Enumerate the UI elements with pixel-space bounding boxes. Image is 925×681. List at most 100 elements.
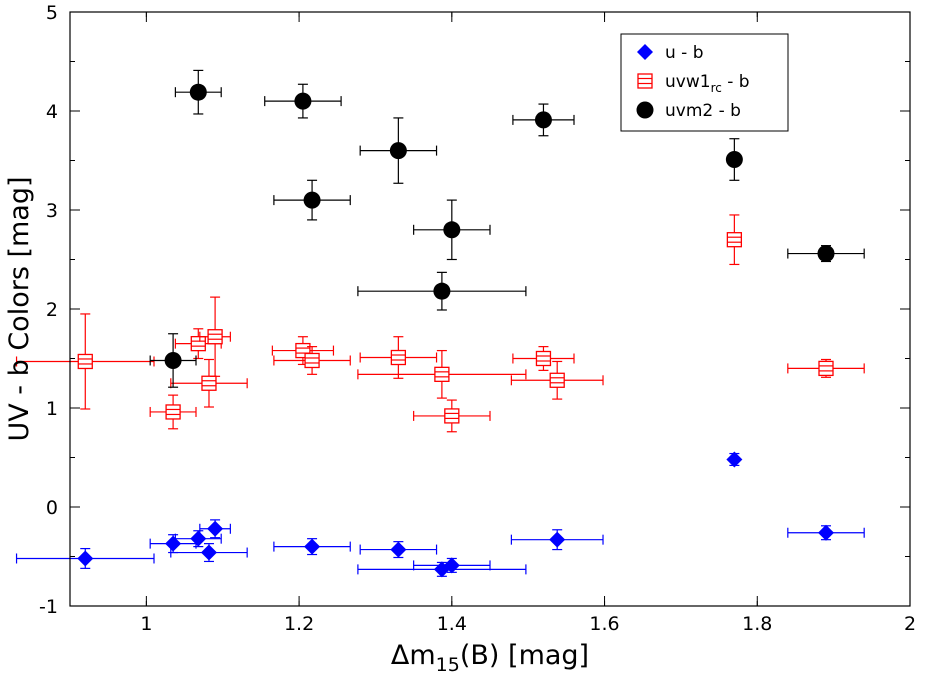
point-marker: [207, 329, 223, 345]
data-point: [357, 271, 527, 311]
x-tick-label: 1: [140, 613, 152, 635]
legend-label: uvw1rc - b: [665, 72, 750, 95]
point-marker: [818, 524, 834, 541]
data-point: [359, 336, 438, 379]
data-point: [15, 313, 155, 410]
point-marker: [303, 191, 321, 209]
point-marker: [443, 221, 461, 239]
data-point: [273, 538, 351, 556]
legend-marker: [637, 44, 653, 60]
y-tick-label: -1: [39, 596, 58, 618]
data-point: [512, 103, 575, 137]
data-point: [787, 524, 865, 541]
data-point: [174, 530, 222, 548]
legend-marker: [636, 101, 654, 119]
legend-entry: uvm2 - b: [636, 101, 741, 121]
legend-marker: [637, 73, 653, 89]
point-marker: [818, 360, 834, 377]
data-point: [149, 333, 197, 388]
data-point: [726, 214, 743, 266]
y-tick-label: 4: [46, 101, 58, 123]
data-point: [15, 547, 155, 569]
data-point: [273, 346, 351, 375]
data-point: [726, 451, 743, 468]
data-point: [170, 543, 248, 563]
y-tick-label: 2: [46, 299, 58, 321]
square-outline: [304, 352, 320, 369]
square-outline: [165, 404, 181, 420]
series-square: [15, 214, 865, 433]
point-marker: [200, 544, 217, 561]
point-marker: [189, 83, 207, 101]
data-point: [199, 519, 231, 539]
point-marker: [207, 520, 224, 537]
point-marker: [165, 535, 182, 552]
x-tick-label: 1.8: [742, 613, 772, 635]
x-tick-label: 1.4: [437, 613, 467, 635]
point-marker: [549, 531, 566, 548]
square-outline: [201, 375, 217, 391]
series-diamond: [15, 451, 865, 578]
x-tick-labels: 1 1.2 1.4 1.6 1.8 2: [140, 613, 916, 635]
data-point: [413, 557, 491, 574]
data-point: [273, 179, 351, 221]
point-marker: [434, 366, 450, 382]
data-point: [510, 360, 604, 400]
point-marker: [77, 353, 93, 370]
point-marker: [390, 541, 407, 558]
data-point: [264, 83, 342, 119]
square-outline: [726, 232, 743, 248]
data-point: [149, 534, 197, 554]
data-point: [149, 394, 197, 430]
point-marker: [389, 142, 407, 160]
legend-label: uvm2 - b: [665, 101, 741, 121]
point-marker: [294, 92, 312, 110]
point-marker: [444, 408, 460, 424]
x-tick-label: 1.2: [284, 613, 314, 635]
series-circle: [149, 69, 865, 388]
x-tick-label: 1.6: [589, 613, 619, 635]
data-point: [413, 199, 491, 261]
data-point: [174, 69, 222, 115]
y-tick-labels: -1 0 1 2 3 4 5: [39, 2, 58, 618]
data-point: [199, 296, 231, 377]
plot-frame: [69, 11, 911, 607]
square-outline: [190, 335, 206, 352]
point-marker: [190, 530, 207, 547]
legend-label: u - b: [665, 43, 704, 63]
point-marker: [304, 352, 320, 369]
point-marker: [165, 404, 181, 420]
point-marker: [433, 282, 451, 300]
square-outline: [390, 349, 407, 366]
x-tick-label: 2: [904, 613, 916, 635]
y-tick-label: 0: [46, 497, 58, 519]
point-marker: [164, 351, 182, 369]
point-marker: [535, 350, 552, 367]
data-point: [359, 541, 438, 559]
y-axis-title: UV - b Colors [mag]: [4, 176, 35, 441]
y-tick-label: 1: [46, 398, 58, 420]
square-outline: [444, 408, 460, 424]
square-outline: [77, 353, 93, 370]
point-marker: [390, 349, 407, 366]
data-point: [357, 349, 527, 399]
square-outline: [818, 360, 834, 377]
legend: u - b uvw1rc - b uvm2 - b: [620, 33, 789, 132]
legend-entry: u - b: [637, 43, 704, 63]
data-point: [787, 358, 865, 378]
point-marker: [726, 232, 743, 248]
data-point: [787, 245, 865, 263]
square-outline: [207, 329, 223, 345]
x-axis-title: Δm15(B) [mag]: [391, 640, 589, 676]
point-marker: [201, 375, 217, 391]
square-outline: [637, 73, 653, 89]
point-marker: [443, 557, 460, 574]
square-outline: [434, 366, 450, 382]
square-outline: [549, 372, 565, 388]
point-marker: [726, 451, 743, 468]
data-point: [359, 117, 438, 184]
data-point: [413, 399, 491, 433]
data-point: [512, 346, 575, 371]
point-marker: [817, 245, 835, 263]
